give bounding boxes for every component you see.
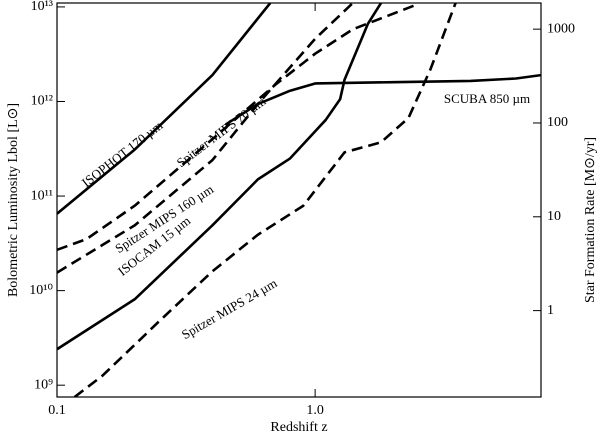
x-tick-label: 0.1	[48, 403, 66, 418]
plot-area	[57, 3, 541, 397]
series-line	[73, 3, 457, 397]
series-line	[57, 3, 354, 274]
y-tick-label: 10¹³	[31, 0, 53, 14]
y2-tick-label: 100	[547, 115, 568, 130]
series-label: Spitzer MIPS 24 µm	[179, 275, 280, 342]
y-tick-label: 10¹¹	[31, 188, 53, 203]
x-tick-label: 1.0	[306, 403, 324, 418]
y-axis-label: Bolometric Luminosity Lbol [L⊙]	[6, 103, 21, 297]
y-tick-label: 10⁹	[34, 377, 53, 392]
y2-tick-label: 1000	[547, 21, 575, 36]
series-label: SCUBA 850 µm	[444, 91, 530, 106]
series-line	[224, 73, 541, 126]
x-axis-label: Redshift z	[270, 420, 327, 435]
y2-tick-label: 10	[547, 209, 561, 224]
series-label: ISOPHOT 170 µm	[79, 118, 166, 190]
y2-axis-label: Star Formation Rate [M⊙/yr]	[583, 137, 598, 303]
series-label: Spitzer MIPS 70 µm	[174, 93, 269, 170]
y-tick-label: 10¹⁰	[29, 283, 53, 298]
plot-frame	[56, 2, 542, 398]
y2-tick-label: 1	[547, 303, 554, 318]
series-line	[57, 3, 383, 351]
y-tick-label: 10¹²	[31, 94, 53, 109]
series-line	[57, 3, 272, 215]
series-line	[57, 3, 419, 252]
